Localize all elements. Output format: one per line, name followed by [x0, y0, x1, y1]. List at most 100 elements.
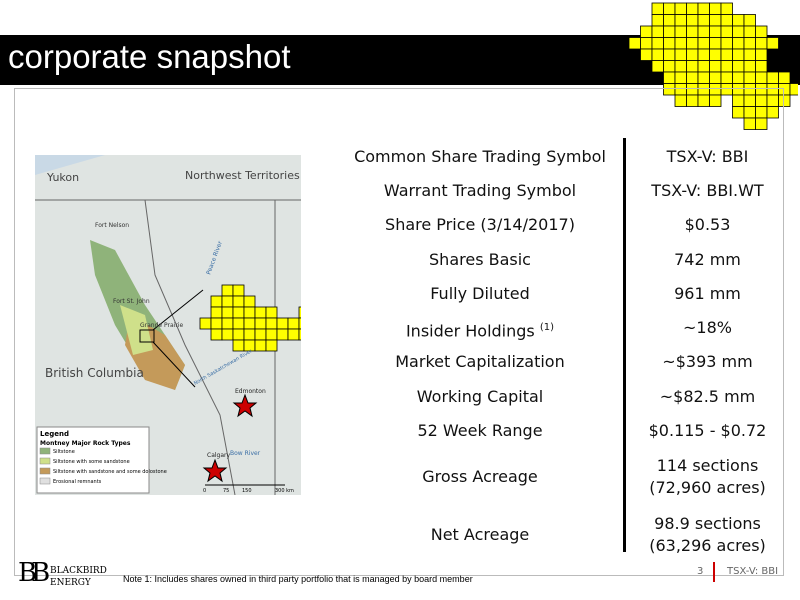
- legend-swatch: [39, 477, 51, 485]
- acreage-cell: [755, 117, 768, 130]
- row-label: Common Share Trading Symbol: [330, 146, 630, 168]
- acreage-cell: [663, 25, 676, 38]
- row-label: Share Price (3/14/2017): [330, 214, 630, 236]
- map-label: Edmonton: [235, 388, 266, 395]
- acreage-cell: [232, 339, 245, 352]
- acreage-cell: [265, 339, 278, 352]
- acreage-cell: [720, 48, 733, 61]
- row-label: Net Acreage: [330, 524, 630, 546]
- acreage-cell: [298, 317, 301, 330]
- acreage-cell: [674, 37, 687, 50]
- acreage-cell: [720, 71, 733, 84]
- acreage-cell: [732, 14, 745, 27]
- legend-swatch: [39, 457, 51, 465]
- acreage-cell: [709, 60, 722, 73]
- logo-text: BLACKBIRD: [50, 566, 107, 576]
- calgary-star: [202, 458, 228, 483]
- logo-mark: BB: [18, 558, 50, 588]
- acreage-cell: [254, 339, 267, 352]
- row-label: Fully Diluted: [330, 283, 630, 305]
- acreage-cell: [674, 2, 687, 15]
- row-label: 52 Week Range: [330, 420, 630, 442]
- row-value: ~18%: [683, 318, 732, 337]
- acreage-cell: [663, 60, 676, 73]
- acreage-cell: [210, 295, 223, 308]
- acreage-cell: [221, 284, 234, 297]
- acreage-cell: [686, 37, 699, 50]
- acreage-cell: [709, 71, 722, 84]
- row-label-text: Market Capitalization: [395, 352, 565, 371]
- acreage-cell: [697, 14, 710, 27]
- legend-title: Legend: [40, 430, 69, 438]
- acreage-cell: [628, 37, 641, 50]
- row-label-text: Net Acreage: [430, 525, 530, 544]
- acreage-cell: [640, 25, 653, 38]
- row-value: $0.53: [684, 215, 731, 234]
- legend-label: Siltstone: [53, 449, 75, 455]
- legend-label: Erosional remnants: [53, 479, 102, 485]
- acreage-cell: [221, 295, 234, 308]
- legend-subtitle: Montney Major Rock Types: [40, 440, 131, 447]
- acreage-cell: [709, 94, 722, 107]
- acreage-cell: [697, 48, 710, 61]
- acreage-cell: [697, 60, 710, 73]
- row-value: 742 mm: [674, 250, 741, 269]
- acreage-cell: [651, 37, 664, 50]
- acreage-cell: [265, 306, 278, 319]
- acreage-cell: [221, 306, 234, 319]
- acreage-cell: [663, 71, 676, 84]
- row-label-text: Shares Basic: [429, 250, 531, 269]
- acreage-cell: [778, 71, 791, 84]
- legend-label: Siltstone with sandstone and some dolost…: [53, 469, 167, 475]
- acreage-cell: [254, 306, 267, 319]
- acreage-cell: [254, 317, 267, 330]
- inset-line: [152, 341, 196, 388]
- acreage-cell: [265, 317, 278, 330]
- acreage-cell: [697, 71, 710, 84]
- acreage-cell: [743, 71, 756, 84]
- acreage-cell: [686, 25, 699, 38]
- map-label: British Columbia: [45, 366, 144, 380]
- acreage-cell: [243, 328, 256, 341]
- acreage-cell: [686, 2, 699, 15]
- row-value: ~$393 mm: [662, 352, 753, 371]
- row-label-text: Fully Diluted: [430, 284, 530, 303]
- acreage-cell: [732, 37, 745, 50]
- map: Yukon Northwest Territories Fort Nelson …: [35, 155, 301, 495]
- row-label-text: Common Share Trading Symbol: [354, 147, 606, 166]
- acreage-cell: [232, 284, 245, 297]
- map-label: Northwest Territories: [185, 169, 300, 182]
- map-label: Bow River: [230, 450, 261, 457]
- row-label-text: Share Price (3/14/2017): [385, 215, 575, 234]
- acreage-cell: [766, 37, 779, 50]
- row-value: 98.9 sections: [654, 514, 761, 533]
- map-label: Fort Nelson: [95, 222, 129, 229]
- row-label-text: Insider Holdings: [405, 321, 535, 341]
- edmonton-star: [232, 393, 258, 418]
- acreage-cell: [276, 317, 289, 330]
- acreage-cell: [697, 25, 710, 38]
- acreage-cell: [755, 37, 768, 50]
- acreage-cell: [232, 328, 245, 341]
- acreage-cell: [651, 25, 664, 38]
- acreage-cell: [709, 25, 722, 38]
- column-divider: [623, 138, 626, 552]
- legend-items: Siltstone Siltstone with some sandstone Si…: [39, 447, 167, 485]
- acreage-pattern: [628, 2, 798, 130]
- acreage-cell: [243, 295, 256, 308]
- inset-box: [139, 329, 155, 343]
- scale-label: 75: [223, 488, 229, 494]
- map-label: Grande Prairie: [140, 322, 183, 329]
- acreage-cell: [210, 317, 223, 330]
- acreage-cell: [755, 71, 768, 84]
- row-value: TSX-V: BBI.WT: [651, 181, 764, 200]
- acreage-cell: [210, 328, 223, 341]
- row-label: Working Capital: [330, 386, 630, 408]
- legend-box: [36, 426, 150, 494]
- acreage-cell: [651, 14, 664, 27]
- row-label: Shares Basic: [330, 249, 630, 271]
- acreage-cell: [686, 14, 699, 27]
- acreage-cell: [709, 37, 722, 50]
- scale-label: 300 km: [275, 488, 294, 494]
